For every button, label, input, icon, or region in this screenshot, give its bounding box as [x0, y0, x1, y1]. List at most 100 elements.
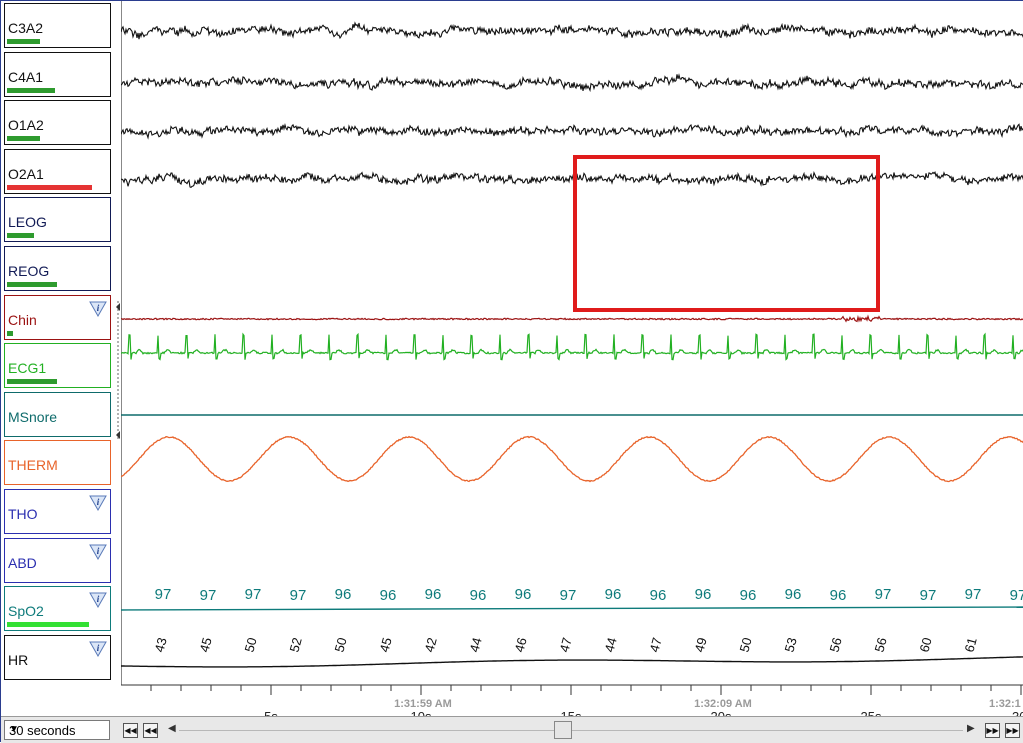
hr-value: 52 [287, 636, 305, 654]
channel-label-spo2[interactable]: SpO2 i [4, 586, 111, 632]
spo2-value: 97 [155, 586, 172, 603]
trace-ecg1 [121, 332, 1023, 361]
hr-value: 50 [242, 636, 260, 654]
channel-label-o2a1[interactable]: O2A1 [4, 148, 111, 194]
channel-gain-bar [7, 39, 40, 44]
channel-gain-bar [7, 282, 57, 287]
navigation-bar: 30 seconds ▼ ◀◀ ◀◀ ◀ ▶ ▶▶ ▶▶ [1, 716, 1023, 743]
spo2-value: 97 [290, 587, 307, 604]
spo2-value: 96 [380, 587, 397, 604]
info-icon[interactable]: i [89, 493, 107, 511]
spo2-value: 97 [245, 586, 262, 603]
next-page-button[interactable]: ▶▶ [985, 723, 1000, 738]
scroll-right-icon[interactable]: ▶ [967, 723, 975, 734]
spo2-value: 96 [830, 587, 847, 604]
hr-value: 49 [692, 636, 710, 654]
time-axis: 5s 10s 15s 20s 25s 30 1:31:59 AM 1:32:09 AM 1:3… [121, 684, 1023, 716]
previous-page-button[interactable]: ◀◀ [143, 723, 158, 738]
hr-value: 44 [467, 636, 485, 654]
spo2-value-labels: 97 97 97 97 96 96 96 96 96 97 96 96 96 96 96 96 97 97 97 97 [155, 586, 1023, 604]
spo2-value: 97 [560, 587, 577, 604]
channel-gain-bar [7, 330, 13, 336]
epoch-length-select[interactable]: 30 seconds ▼ [4, 720, 110, 740]
channel-label-therm[interactable]: THERM [4, 440, 111, 486]
panel-divider[interactable] [115, 1, 121, 685]
hr-value: 50 [332, 636, 350, 654]
channel-name: REOG [8, 263, 50, 279]
trace-c4a1 [121, 73, 1023, 93]
last-page-button[interactable]: ▶▶ [1005, 723, 1020, 738]
hr-value: 44 [602, 636, 620, 654]
channel-name: MSnore [8, 408, 58, 425]
trace-chin [121, 314, 1023, 323]
channel-name: ECG1 [8, 360, 47, 377]
svg-text:i: i [97, 594, 100, 604]
seconds-label: 15s [561, 709, 582, 716]
svg-text:i: i [97, 303, 100, 313]
clock-time-label: 1:31:59 AM [394, 698, 452, 710]
spo2-value: 96 [470, 587, 487, 604]
spo2-value: 96 [650, 587, 667, 604]
spo2-value: 96 [740, 587, 757, 604]
hr-value: 61 [962, 636, 980, 654]
hr-value: 45 [197, 636, 215, 654]
trace-c3a2 [121, 21, 1023, 40]
hr-value: 53 [782, 636, 800, 654]
info-icon[interactable]: i [89, 639, 107, 657]
svg-text:i: i [97, 546, 100, 556]
first-page-button[interactable]: ◀◀ [123, 723, 138, 738]
info-icon[interactable]: i [89, 590, 107, 609]
channel-gain-bar [7, 622, 89, 628]
channel-label-chin[interactable]: Chin i [4, 294, 111, 340]
signal-traces [121, 21, 1023, 668]
trace-therm [121, 435, 1023, 483]
time-scrollbar-thumb[interactable] [554, 721, 573, 739]
spo2-value: 97 [920, 587, 937, 604]
channel-name: HR [8, 651, 29, 668]
hr-value: 56 [827, 636, 845, 654]
channel-name: O2A1 [8, 165, 44, 182]
hr-value: 47 [647, 636, 665, 654]
spo2-value: 97 [965, 586, 982, 603]
info-icon[interactable]: i [89, 299, 107, 317]
channel-label-tho[interactable]: THO i [4, 489, 111, 534]
channel-label-hr[interactable]: HR i [4, 634, 111, 680]
spo2-value: 96 [605, 586, 622, 603]
channel-name: THERM [8, 457, 58, 474]
svg-text:i: i [97, 497, 100, 507]
channel-name: C3A2 [8, 20, 44, 36]
seconds-label: 5s [264, 709, 278, 716]
channel-label-c3a2[interactable]: C3A2 [4, 3, 111, 48]
channel-label-o1a2[interactable]: O1A2 [4, 100, 111, 146]
seconds-label: 25s [861, 709, 882, 716]
hr-value: 42 [422, 636, 440, 654]
signal-plot-area[interactable]: 97 97 97 97 96 96 96 96 96 97 96 96 96 96 96 96 97 97 97 97… [121, 1, 1023, 716]
seconds-label: 30 [1012, 709, 1023, 716]
channel-label-reog[interactable]: REOG [4, 246, 111, 291]
epoch-length-value: 30 seconds [9, 723, 76, 738]
trace-o2a1 [121, 170, 1023, 189]
info-icon[interactable]: i [89, 542, 107, 560]
channel-label-c4a1[interactable]: C4A1 [4, 51, 111, 97]
trace-spo2 [121, 606, 1023, 611]
spo2-value: 96 [515, 586, 532, 603]
chevron-down-icon: ▼ [9, 724, 19, 735]
seconds-label: 20s [711, 709, 732, 716]
channel-label-msnore[interactable]: MSnore [4, 391, 111, 437]
channel-gain-bar [7, 87, 55, 93]
clock-time-label: 1:32:1 [989, 698, 1021, 710]
channel-name: THO [8, 506, 38, 522]
channel-label-abd[interactable]: ABD i [4, 537, 111, 583]
channel-label-panel: C3A2 C4A1 O1A2 O2A1 LEOG REOG Chin i ECG1 MSnore T… [1, 1, 115, 685]
svg-text:i: i [97, 643, 100, 653]
scroll-left-icon[interactable]: ◀ [168, 723, 176, 734]
channel-gain-bar [7, 379, 57, 385]
eye-movement-highlight-box[interactable] [573, 155, 880, 312]
channel-label-ecg1[interactable]: ECG1 [4, 343, 111, 389]
spo2-value: 96 [695, 586, 712, 603]
channel-label-leog[interactable]: LEOG [4, 197, 111, 243]
spo2-value: 96 [425, 586, 442, 603]
spo2-value: 96 [785, 586, 802, 603]
hr-value: 46 [512, 636, 530, 654]
